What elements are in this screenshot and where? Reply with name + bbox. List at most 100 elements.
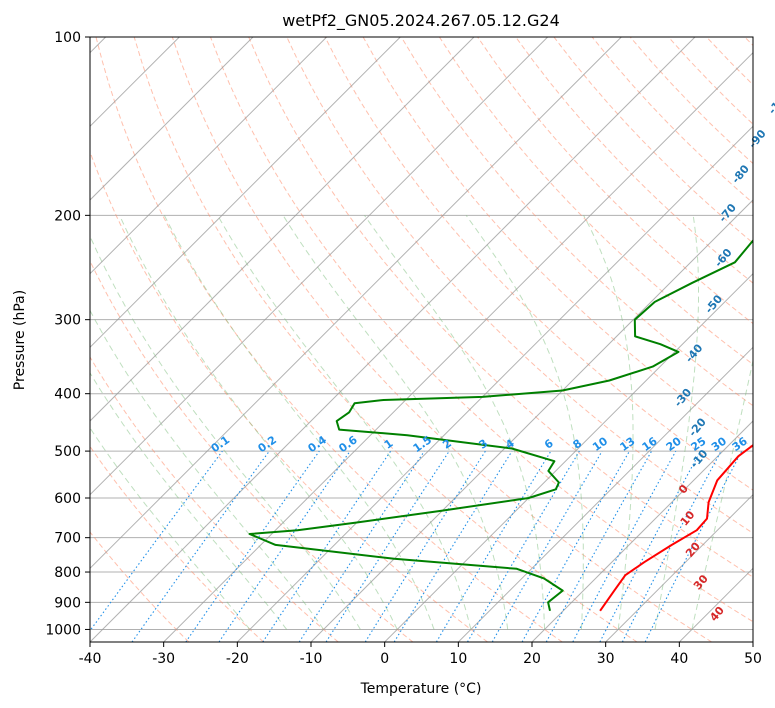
dry-adiabat-line [90,356,339,642]
dry-adiabat-line [90,531,190,642]
mixing-ratio-line [545,450,653,642]
mixing-ratio-line [393,450,513,642]
moist-adiabat-line [583,215,634,630]
isotherm-line [752,641,753,642]
mixing-ratio-line [185,450,320,642]
background-reference-lines [90,37,753,642]
y-tick-label: 400 [54,387,81,403]
dry-adiabat-line [171,37,712,642]
dry-adiabat-line [90,445,264,642]
mixing-ratio-line [90,450,223,632]
isoline-label: 40 [707,604,727,624]
moist-adiabat-line [90,235,361,630]
y-axis: 100 200 300 400 500 600 700 800 900 1000 [45,30,90,638]
mixing-ratio-line [131,450,270,642]
isotherm-line [457,346,753,642]
chart-title: wetPf2_GN05.2024.267.05.12.G24 [282,11,560,31]
isotherm-line [90,37,696,642]
isoline-label: -80 [729,162,752,186]
isotherm-line [310,199,753,642]
y-axis-label: Pressure (hPa) [12,290,28,390]
x-tick-label: 40 [670,651,688,667]
isoline-label: -40 [683,341,706,365]
x-tick-label: -40 [79,651,102,667]
isoline-label: 30 [691,572,711,592]
isotherm-line [384,272,753,642]
moist-adiabat-line [465,215,584,630]
mixing-ratio-label: 0.6 [336,433,360,455]
moist-adiabat-line [282,215,509,630]
dry-adiabat-line [744,37,753,47]
mixing-ratio-line [572,450,677,642]
moist-adiabat-line [217,215,472,630]
dry-adiabat-line [90,150,488,642]
mixing-ratio-line [218,450,351,642]
x-tick-label: -10 [300,651,323,667]
isotherm-line [605,493,753,642]
dry-adiabat-line [210,37,753,623]
isoline-label: -50 [702,292,725,316]
dry-adiabat-line [95,37,563,642]
sounding-series [248,238,753,612]
dry-adiabat-line [90,259,414,642]
mixing-ratio-line [621,450,722,642]
mixing-ratio-line [298,450,425,642]
isotherm-line [90,37,622,570]
isoline-label: -30 [672,386,695,410]
mixing-ratio-label: 1 [382,437,396,452]
x-axis-label: Temperature (°C) [360,681,482,697]
dry-adiabat-line [515,37,753,284]
isotherm-line [163,51,753,642]
y-tick-label: 200 [54,208,81,224]
mixing-ratio-line [262,450,392,642]
mixing-ratio-line [325,450,450,642]
x-tick-label: 20 [523,651,541,667]
isoline-label: -100 [766,87,775,117]
plot-frame [89,36,754,643]
moist-adiabat-line [90,427,251,630]
y-tick-label: 300 [54,313,81,329]
isoline-label: -70 [716,201,739,225]
dry-adiabat-line [706,37,753,86]
isotherm-line [236,125,753,642]
dewpoint-profile [248,238,753,612]
moist-adiabat-line [119,215,398,630]
dry-adiabat-line [133,37,638,642]
dry-adiabat-line [248,37,753,578]
x-tick-label: -20 [226,651,249,667]
y-tick-label: 700 [54,531,81,547]
y-tick-label: 800 [54,565,81,581]
dry-adiabat-line [553,37,753,244]
moist-adiabat-line [90,371,288,630]
dry-adiabat-line [362,37,753,449]
x-tick-label: 50 [744,651,762,667]
mixing-ratio-line [644,450,743,642]
y-tick-label: 900 [54,595,81,611]
x-axis: -40 -30 -20 -10 0 10 20 30 40 50 [79,642,762,667]
dry-adiabat-line [438,37,753,366]
y-tick-label: 100 [54,30,81,46]
temperature-profile [599,444,753,612]
isoline-label: 0 [676,482,691,496]
x-tick-label: 10 [449,651,467,667]
dry-adiabat-line [324,37,753,491]
isotherm-line [90,37,475,422]
mixing-ratio-label: 3 [477,437,491,452]
moist-adiabat-line [654,215,699,630]
mixing-ratio-label: 0.2 [256,433,279,455]
isotherm-line [90,37,401,349]
mixing-ratio-label: 2 [440,437,454,452]
mixing-ratio-label: 0.1 [209,433,232,455]
mixing-ratio-line [599,450,701,642]
y-tick-label: 600 [54,491,81,507]
moist-adiabat-line [691,358,753,630]
x-tick-label: -30 [152,651,175,667]
isoline-label: 20 [683,539,703,559]
mixing-ratio-line [521,450,630,642]
isoline-label: -90 [746,127,769,151]
isotherm-line [90,37,254,201]
y-tick-label: 500 [54,444,81,460]
moist-adiabat-line [90,309,324,630]
y-tick-label: 1000 [45,622,81,638]
